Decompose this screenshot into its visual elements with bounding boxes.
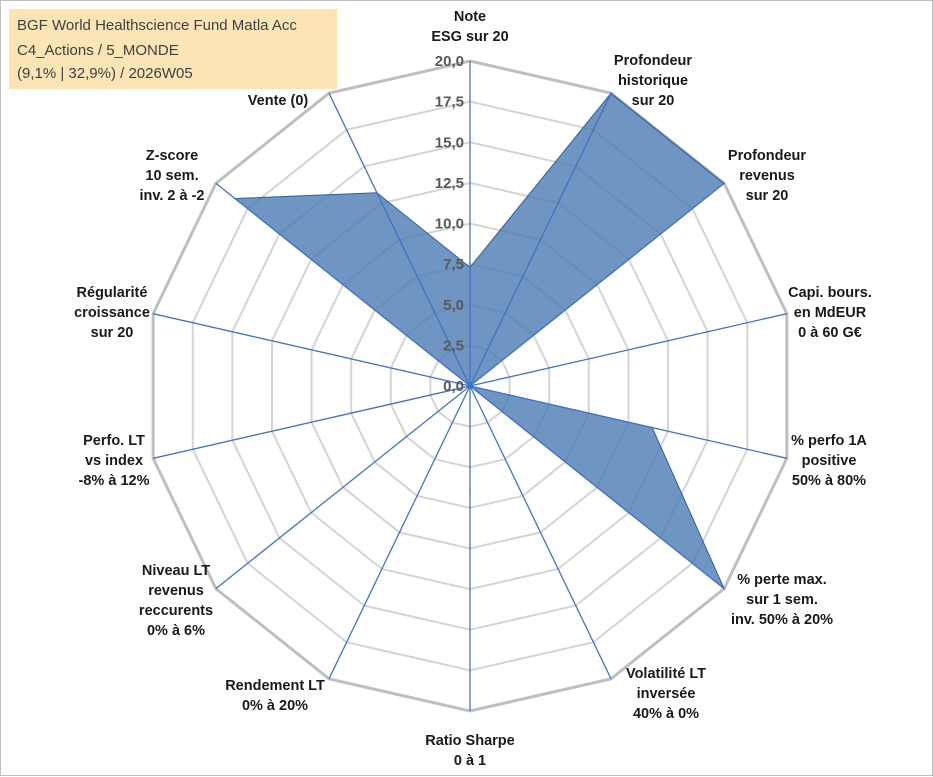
axis-label-line: ESG sur 20 [431,29,508,45]
axis-spoke [153,385,471,459]
axis-label-line: vs index [85,453,143,469]
axis-label-line: sur 20 [632,93,675,109]
axis-spoke [469,182,725,387]
axis-label-line: % perte max. [737,572,826,588]
axis-label-line: sur 20 [91,325,134,341]
axis-label-line: Perfo. LT [83,433,145,449]
axis-label: % perfo 1A positive 50% à 80% [791,433,867,489]
axis-label-line: Rendement LT [225,678,325,694]
axis-label-line: Niveau LT [142,563,210,579]
axis-spoke [328,385,471,680]
axis-label-line: 10 sem. [145,168,198,184]
axis-spoke [469,385,612,680]
axis-spoke [328,92,471,387]
axis-label-line: revenus [148,583,204,599]
axis-label-line: positive [802,453,857,469]
tick-label: 10,0 [435,216,464,233]
axis-label: Profondeur historique sur 20 [614,53,692,109]
axis-spoke [469,92,612,387]
axis-label-line: -8% à 12% [79,473,150,489]
fund-category: C4_Actions / 5_MONDE [17,42,179,59]
axis-label: Profondeur revenus sur 20 [728,148,806,204]
axis-label-line: sur 20 [746,188,789,204]
tick-label: 20,0 [435,53,464,70]
axis-label-line: inv. 2 à -2 [139,188,204,204]
axis-label-line: % perfo 1A [791,433,867,449]
axis-label-line: Profondeur [728,148,806,164]
axis-spoke [153,313,471,387]
axis-label: Ratio Sharpe 0 à 1 [425,733,514,769]
axis-label-line: sur 1 sem. [746,592,818,608]
axis-label: Régularité croissance sur 20 [74,285,150,341]
axis-label-line: Vente (0) [248,93,309,109]
axis-label: Niveau LT revenus reccurents 0% à 6% [139,563,213,639]
axis-label: % perte max. sur 1 sem. inv. 50% à 20% [731,572,833,628]
tick-label: 12,5 [435,175,464,192]
axis-label-line: Note [454,9,486,25]
axis-label: Note ESG sur 20 [431,9,508,45]
axis-spoke [215,385,471,590]
axis-label: Volatilité LT inversée 40% à 0% [626,666,706,722]
axis-spoke [215,182,471,387]
axis-label-line: 40% à 0% [633,706,699,722]
tick-label: 17,5 [435,94,464,111]
axis-label-line: 50% à 80% [792,473,866,489]
tick-label: 5,0 [443,297,464,314]
axis-label-line: Régularité [77,285,148,301]
title-box: BGF World Healthscience Fund Matla Acc C… [9,9,337,89]
axis-label-line: reccurents [139,603,213,619]
axis-label-line: 0 à 60 G€ [798,325,862,341]
axis-label-line: Profondeur [614,53,692,69]
axis-label-line: Ratio Sharpe [425,733,514,749]
tick-label: 2,5 [443,337,464,354]
axis-label-line: 0% à 6% [147,623,205,639]
axis-label: Z-score 10 sem. inv. 2 à -2 [139,148,204,204]
axis-label: Rendement LT 0% à 20% [225,678,325,714]
fund-stats: (9,1% | 32,9%) / 2026W05 [17,65,193,82]
axis-label-line: 0% à 20% [242,698,308,714]
axis-spoke [469,313,787,387]
axis-label-line: en MdEUR [794,305,867,321]
axis-label-line: Volatilité LT [626,666,706,682]
axis-label-line: croissance [74,305,150,321]
axis-label-line: Capi. bours. [788,285,872,301]
axis-label-line: historique [618,73,688,89]
tick-label: 15,0 [435,134,464,151]
axis-label-line: inversée [637,686,696,702]
axis-label-line: inv. 50% à 20% [731,612,833,628]
tick-label: 0,0 [443,378,464,395]
axis-label: Perfo. LT vs index -8% à 12% [79,433,150,489]
axis-spoke [469,385,787,459]
axis-label-line: 0 à 1 [454,753,486,769]
axis-label-line: revenus [739,168,795,184]
fund-name: BGF World Healthscience Fund Matla Acc [17,17,297,34]
axis-label-line: Z-score [146,148,198,164]
axis-label: Capi. bours. en MdEUR 0 à 60 G€ [788,285,872,341]
tick-label: 7,5 [443,256,464,273]
axis-spoke [469,385,725,590]
